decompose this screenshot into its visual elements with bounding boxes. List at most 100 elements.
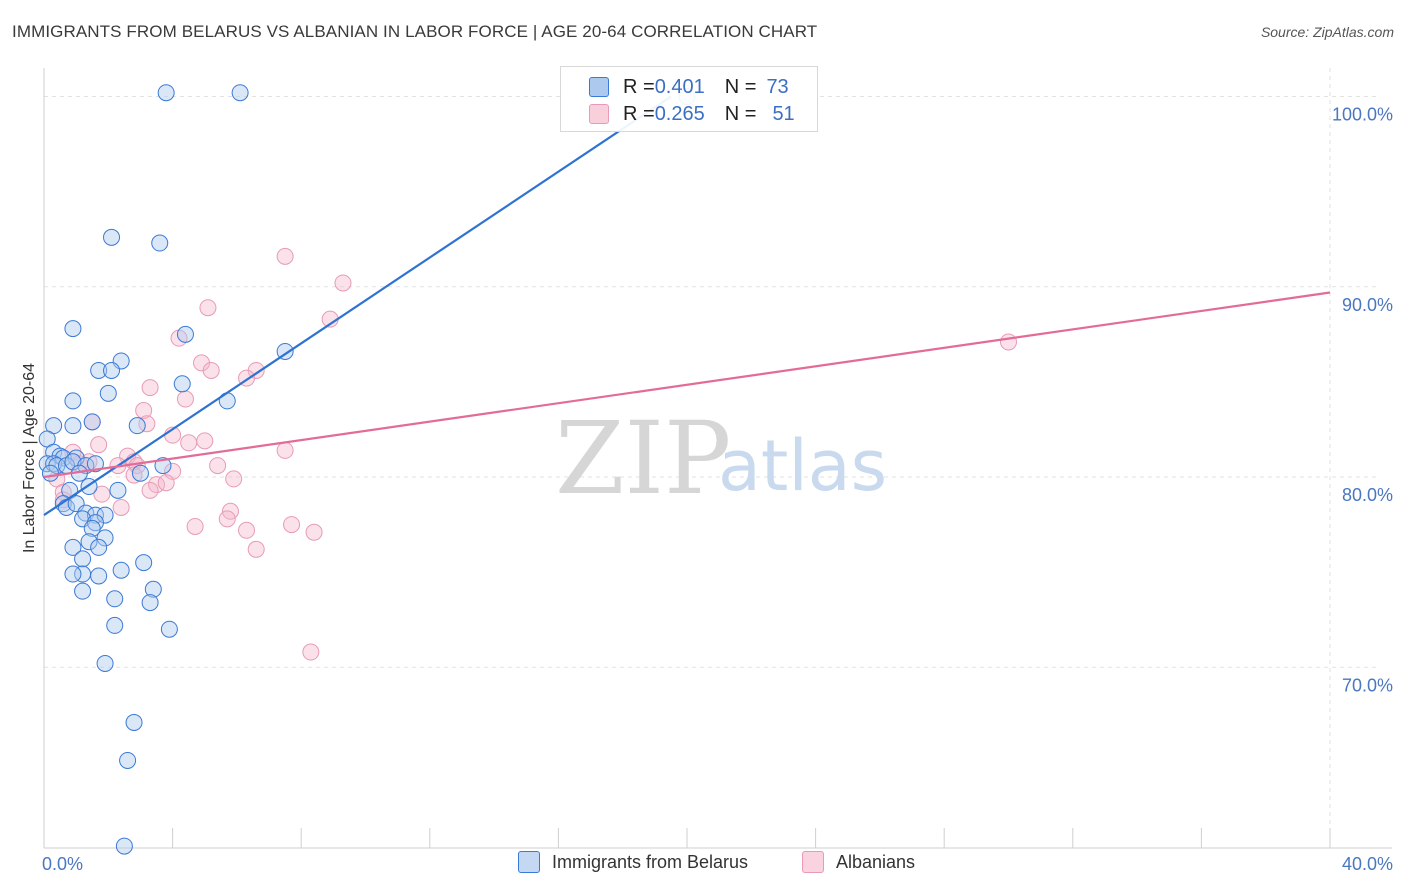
point-belarus bbox=[144, 580, 162, 598]
point-albanians bbox=[283, 516, 301, 534]
point-albanians bbox=[276, 441, 294, 459]
point-belarus bbox=[74, 582, 92, 600]
point-belarus bbox=[103, 228, 121, 246]
y-axis-title: In Labor Force | Age 20-64 bbox=[21, 363, 38, 553]
point-belarus bbox=[64, 392, 82, 410]
bottom-legend-albanians: Albanians bbox=[802, 851, 915, 873]
point-albanians bbox=[305, 523, 323, 541]
point-belarus bbox=[83, 519, 101, 537]
data-points bbox=[38, 84, 1017, 855]
point-albanians bbox=[157, 474, 175, 492]
point-albanians bbox=[186, 517, 204, 535]
point-belarus bbox=[96, 654, 114, 672]
legend-r-value: 0.265 bbox=[654, 102, 705, 125]
y-tick-label: 70.0% bbox=[1342, 675, 1393, 695]
legend-n-value: 73 bbox=[766, 75, 789, 98]
point-albanians bbox=[199, 299, 217, 317]
point-albanians bbox=[125, 466, 143, 484]
point-belarus bbox=[64, 320, 82, 338]
point-albanians bbox=[218, 510, 236, 528]
y-tick-label: 90.0% bbox=[1342, 295, 1393, 315]
legend-n-label: N = bbox=[724, 75, 757, 98]
point-belarus bbox=[151, 234, 169, 252]
point-belarus bbox=[131, 464, 149, 482]
point-belarus bbox=[231, 84, 249, 102]
legend-r-value: 0.401 bbox=[654, 75, 705, 98]
point-belarus bbox=[157, 84, 175, 102]
source-label: Source: ZipAtlas.com bbox=[1260, 24, 1394, 40]
point-belarus bbox=[90, 538, 108, 556]
point-albanians bbox=[112, 498, 130, 516]
point-albanians bbox=[1000, 333, 1017, 351]
point-belarus bbox=[106, 616, 124, 634]
legend-row-belarus: R = 0.401 N = 73 bbox=[589, 73, 789, 101]
watermark-atlas: atlas bbox=[718, 425, 887, 507]
point-albanians bbox=[302, 643, 320, 661]
point-belarus bbox=[41, 464, 59, 482]
chart-title: IMMIGRANTS FROM BELARUS VS ALBANIAN IN L… bbox=[12, 22, 818, 41]
point-belarus bbox=[64, 565, 82, 583]
x-tick-label: 0.0% bbox=[42, 854, 83, 874]
legend-swatch-blue bbox=[589, 77, 609, 97]
legend-row-albanians: R = 0.265 N = 51 bbox=[589, 100, 795, 128]
point-belarus bbox=[74, 550, 92, 568]
point-albanians bbox=[180, 434, 198, 452]
bottom-legend-label-albanians: Albanians bbox=[836, 851, 916, 872]
point-belarus bbox=[45, 455, 63, 473]
point-belarus bbox=[119, 751, 137, 769]
watermark: ZIP atlas bbox=[555, 400, 887, 517]
bottom-legend-label-belarus: Immigrants from Belarus bbox=[552, 851, 749, 872]
point-belarus bbox=[106, 590, 124, 608]
point-belarus bbox=[176, 325, 194, 343]
point-belarus bbox=[83, 413, 101, 431]
point-albanians bbox=[196, 432, 214, 450]
bottom-legend-swatch-pink bbox=[802, 851, 824, 873]
point-belarus bbox=[80, 533, 98, 551]
point-belarus bbox=[173, 375, 191, 393]
point-belarus bbox=[160, 620, 178, 638]
legend-n-value: 51 bbox=[772, 102, 795, 125]
legend-swatch-pink bbox=[589, 104, 609, 124]
point-albanians bbox=[276, 247, 294, 265]
point-belarus bbox=[115, 837, 133, 855]
legend-r-label: R = bbox=[623, 75, 655, 98]
point-belarus bbox=[99, 384, 117, 402]
point-belarus bbox=[112, 561, 130, 579]
point-albanians bbox=[225, 470, 243, 488]
watermark-zip: ZIP bbox=[555, 400, 731, 517]
point-albanians bbox=[334, 274, 352, 292]
point-albanians bbox=[135, 401, 153, 419]
trend-line-albanians bbox=[43, 291, 1331, 479]
bottom-legend-swatch-blue bbox=[518, 851, 540, 873]
legend-r-label: R = bbox=[623, 102, 655, 125]
point-belarus bbox=[103, 361, 121, 379]
trend-line-belarus bbox=[43, 95, 672, 516]
point-albanians bbox=[141, 379, 159, 397]
point-belarus bbox=[109, 481, 127, 499]
bottom-legend-belarus: Immigrants from Belarus bbox=[518, 851, 748, 873]
point-belarus bbox=[86, 514, 104, 532]
x-tick-label: 40.0% bbox=[1342, 854, 1393, 874]
point-belarus bbox=[86, 455, 104, 473]
point-belarus bbox=[64, 417, 82, 435]
point-belarus bbox=[90, 361, 108, 379]
point-belarus bbox=[128, 417, 146, 435]
point-albanians bbox=[247, 540, 265, 558]
point-belarus bbox=[141, 594, 159, 612]
y-tick-label: 100.0% bbox=[1332, 105, 1393, 125]
point-belarus bbox=[90, 567, 108, 585]
point-albanians bbox=[209, 457, 227, 475]
point-albanians bbox=[238, 521, 256, 539]
point-albanians bbox=[90, 436, 108, 454]
point-albanians bbox=[202, 361, 220, 379]
point-albanians bbox=[176, 390, 194, 408]
point-belarus bbox=[96, 529, 114, 547]
axes bbox=[43, 68, 1392, 849]
point-albanians bbox=[141, 481, 159, 499]
tick-labels: 70.0% 80.0% 90.0% 100.0% 0.0% 40.0% bbox=[42, 105, 1393, 874]
trend-lines bbox=[43, 95, 1331, 516]
legend-n-label: N = bbox=[724, 102, 757, 125]
point-belarus bbox=[64, 538, 82, 556]
point-belarus bbox=[125, 713, 143, 731]
